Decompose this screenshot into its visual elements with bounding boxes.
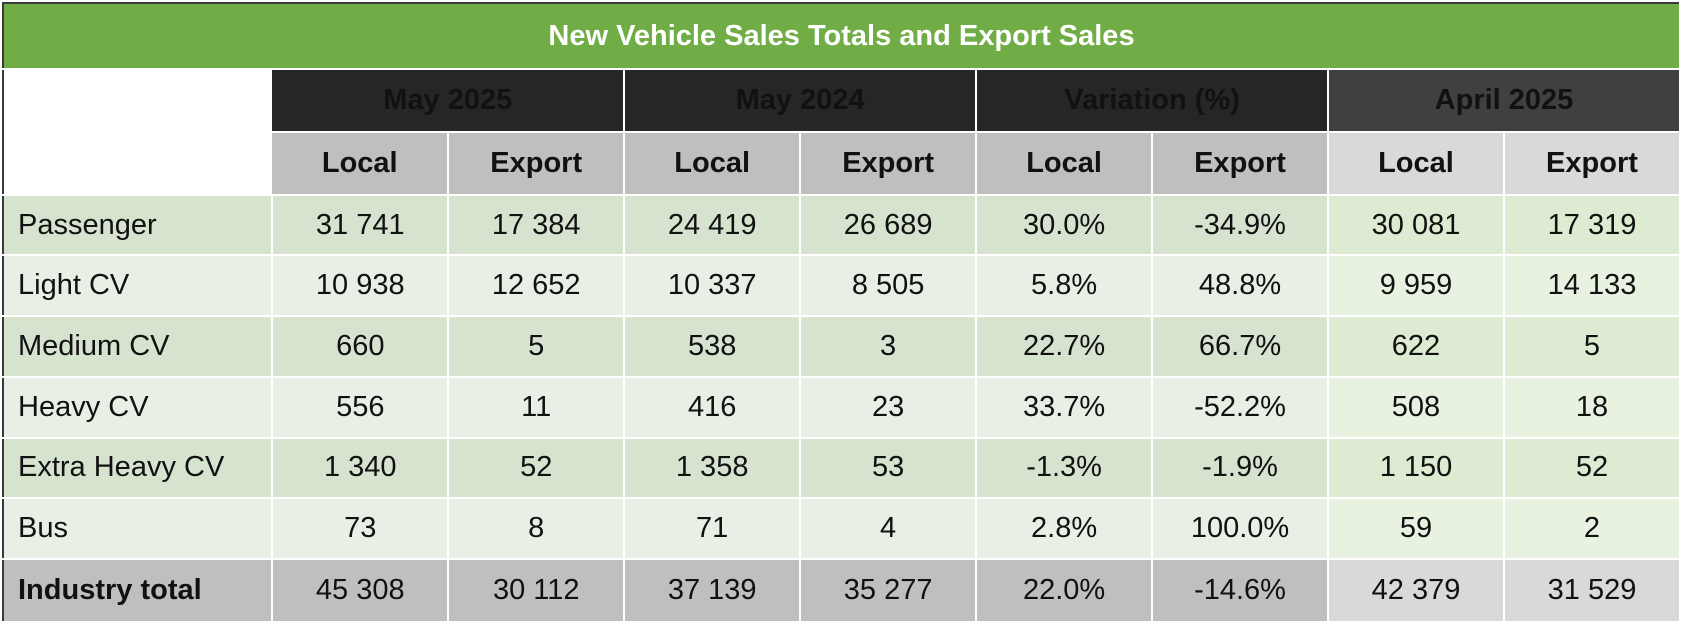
table-cell: 48.8% [1152,255,1329,318]
table-cell: -52.2% [1152,376,1329,439]
subheader-cell: Export [800,131,978,196]
corner-blank-cell [3,69,273,196]
table-cell: 30.0% [976,194,1154,257]
table-cell: 33.7% [976,376,1154,439]
table-cell: 73 [272,498,450,561]
table-cell: 8 505 [800,255,978,318]
table-cell: 59 [1328,498,1505,561]
table-cell: 10 938 [272,255,450,318]
row-label: Passenger [3,194,274,257]
table-cell: 30 081 [1328,194,1505,257]
table-cell: 52 [1503,437,1682,500]
group-header-april-2025: April 2025 [1328,69,1681,133]
table-cell: 1 340 [272,437,450,500]
total-cell: 42 379 [1328,559,1505,623]
subheader-cell: Local [624,131,802,196]
table-cell: 17 384 [448,194,626,257]
table-cell: 660 [272,316,450,378]
table-cell: 1 358 [624,437,802,500]
table-cell: 12 652 [448,255,626,318]
table-cell: 23 [800,376,978,439]
table-row: Bus 73 8 71 4 2.8% 100.0% 59 2 [3,498,1682,561]
group-header-variation: Variation (%) [976,69,1329,133]
row-label: Bus [3,498,274,561]
table-cell: 508 [1328,376,1505,439]
table-cell: 11 [448,376,626,439]
table-cell: 538 [624,316,802,378]
table-cell: 5 [448,316,626,378]
total-cell: 35 277 [800,559,978,623]
table-row: Passenger 31 741 17 384 24 419 26 689 30.0% -3… [3,194,1682,257]
table-row: Extra Heavy CV 1 340 52 1 358 53 -1.3% -1.9% 1 … [3,437,1682,500]
total-cell: 37 139 [624,559,802,623]
table-cell: 31 741 [272,194,450,257]
table-cell: -1.9% [1152,437,1329,500]
table-row: Heavy CV 556 11 416 23 33.7% -52.2% 508 18 [3,376,1682,439]
table-cell: 2 [1503,498,1682,561]
table-cell: 3 [800,316,978,378]
subheader-cell: Local [976,131,1154,196]
table-cell: 1 150 [1328,437,1505,500]
table-cell: 18 [1503,376,1682,439]
table-cell: 9 959 [1328,255,1505,318]
table-row: Light CV 10 938 12 652 10 337 8 505 5.8% 48.8%… [3,255,1682,318]
table-cell: 5.8% [976,255,1154,318]
table-cell: 8 [448,498,626,561]
table-cell: 53 [800,437,978,500]
row-label: Light CV [3,255,274,318]
table-cell: 26 689 [800,194,978,257]
table-title: New Vehicle Sales Totals and Export Sale… [3,3,1681,71]
table-cell: 622 [1328,316,1505,378]
table-cell: 17 319 [1503,194,1682,257]
table-cell: 2.8% [976,498,1154,561]
row-label: Extra Heavy CV [3,437,274,500]
table-row: Medium CV 660 5 538 3 22.7% 66.7% 622 5 [3,316,1682,378]
subheader-row: Local Export Local Export Local Export L… [3,131,1682,196]
subheader-cell: Export [1503,131,1682,196]
table-cell: 556 [272,376,450,439]
total-cell: 31 529 [1503,559,1682,623]
table-cell: 416 [624,376,802,439]
table-cell: 10 337 [624,255,802,318]
row-label: Heavy CV [3,376,274,439]
row-label: Medium CV [3,316,274,378]
table-cell: 52 [448,437,626,500]
total-row: Industry total 45 308 30 112 37 139 35 277 22… [3,559,1682,623]
table-cell: 4 [800,498,978,561]
total-cell: 45 308 [272,559,450,623]
table-cell: 100.0% [1152,498,1329,561]
table-cell: 66.7% [1152,316,1329,378]
table-cell: 71 [624,498,802,561]
table-cell: 22.7% [976,316,1154,378]
table-cell: 5 [1503,316,1682,378]
total-cell: 22.0% [976,559,1154,623]
group-header-may-2024: May 2024 [624,69,978,133]
total-cell: -14.6% [1152,559,1329,623]
subheader-cell: Local [272,131,450,196]
title-row: New Vehicle Sales Totals and Export Sale… [3,3,1681,71]
group-header-may-2025: May 2025 [272,69,626,133]
table-cell: 14 133 [1503,255,1682,318]
total-cell: 30 112 [448,559,626,623]
total-label: Industry total [3,559,274,623]
table-cell: -34.9% [1152,194,1329,257]
table-cell: -1.3% [976,437,1154,500]
subheader-cell: Export [448,131,626,196]
group-header-row: May 2025 May 2024 Variation (%) April 20… [3,69,1681,196]
table-cell: 24 419 [624,194,802,257]
subheader-cell: Local [1328,131,1505,196]
subheader-cell: Export [1152,131,1329,196]
